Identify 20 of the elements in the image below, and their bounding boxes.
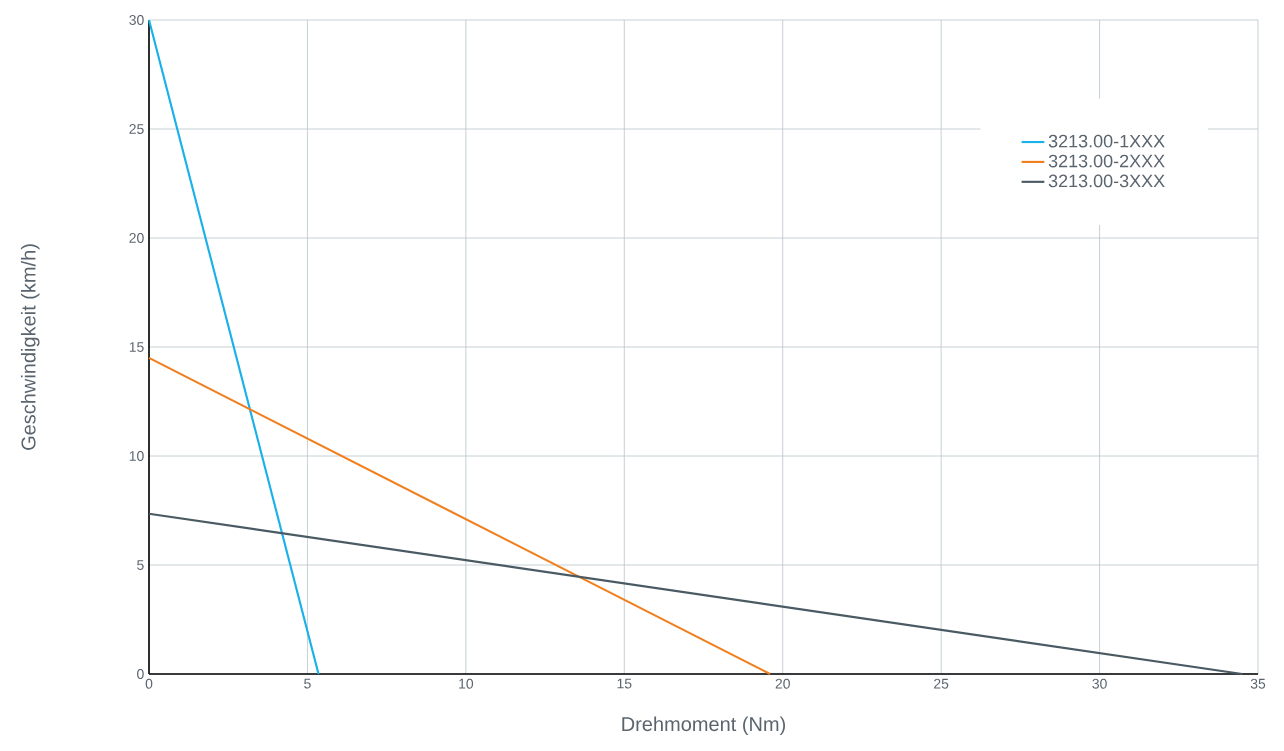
x-tick-label: 25 (934, 678, 949, 689)
x-tick-label: 0 (145, 678, 153, 689)
x-tick-label: 35 (1250, 678, 1266, 689)
x-tick-label: 30 (1092, 678, 1107, 689)
x-tick-label: 10 (459, 678, 474, 689)
y-tick-label: 5 (137, 560, 144, 570)
y-tick-label: 30 (129, 15, 144, 25)
legend-label: 3213.00-3XXX (1048, 174, 1165, 188)
x-tick-label: 5 (304, 678, 311, 689)
legend-label: 3213.00-2XXX (1048, 154, 1165, 168)
x-axis-title: Drehmoment (Nm) (622, 716, 786, 736)
y-tick-label: 20 (129, 233, 144, 243)
y-tick-label: 25 (129, 124, 144, 134)
y-axis-title: Geschwindigkeit (km/h) (20, 244, 40, 450)
y-tick-label: 0 (137, 669, 144, 679)
legend-label: 3213.00-1XXX (1048, 134, 1165, 148)
x-tick-label: 15 (617, 678, 632, 689)
x-tick-label: 20 (775, 678, 790, 689)
y-tick-label: 15 (129, 342, 144, 352)
y-tick-label: 10 (129, 451, 144, 461)
